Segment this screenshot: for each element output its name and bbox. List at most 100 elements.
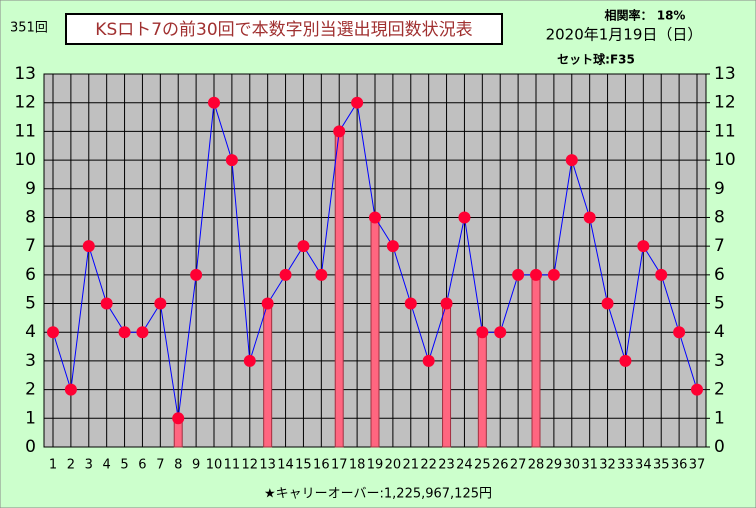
point (190, 268, 203, 281)
point (547, 268, 560, 281)
y2-tick-label: 7 (714, 236, 725, 256)
point (458, 211, 471, 224)
point (225, 154, 238, 167)
y2-tick-label: 1 (714, 408, 725, 428)
x-tick-label: 32 (599, 458, 616, 473)
draw-label: 351回 (10, 21, 48, 36)
point (297, 240, 310, 253)
point (494, 326, 507, 339)
y2-tick-label: 8 (714, 207, 725, 227)
x-tick-label: 29 (546, 458, 563, 473)
point (333, 125, 346, 138)
y-tick-label: 8 (25, 207, 36, 227)
x-tick-label: 35 (653, 458, 670, 473)
point (601, 297, 614, 310)
x-tick-label: 21 (403, 458, 420, 473)
point (315, 268, 328, 281)
point (422, 354, 435, 367)
bar (477, 331, 487, 448)
point (64, 383, 77, 396)
x-tick-label: 6 (138, 458, 146, 473)
x-tick-label: 26 (492, 458, 509, 473)
point (154, 297, 167, 310)
x-tick-label: 11 (224, 458, 241, 473)
x-tick-label: 5 (120, 458, 128, 473)
x-tick-label: 13 (259, 458, 276, 473)
x-tick-label: 16 (313, 458, 330, 473)
y2-tick-label: 12 (714, 93, 736, 113)
point (565, 154, 578, 167)
point (279, 268, 292, 281)
x-tick-label: 33 (617, 458, 634, 473)
y2-tick-label: 9 (714, 179, 725, 199)
y-tick-label: 3 (25, 351, 36, 371)
y-tick-label: 2 (25, 380, 36, 400)
x-tick-label: 37 (689, 458, 706, 473)
date: 2020年1月19日（日） (546, 26, 703, 44)
x-tick-label: 10 (206, 458, 223, 473)
x-tick-label: 22 (420, 458, 437, 473)
point (691, 383, 703, 396)
x-tick-label: 12 (242, 458, 259, 473)
point (440, 297, 453, 310)
point (243, 354, 256, 367)
correlation: 相関率： 18% (605, 8, 686, 23)
x-tick-label: 1 (49, 458, 57, 473)
x-tick-label: 30 (564, 458, 581, 473)
y-tick-label: 12 (14, 93, 36, 113)
bar (442, 303, 452, 448)
x-tick-label: 19 (367, 458, 384, 473)
y-tick-label: 13 (14, 64, 36, 84)
point (100, 297, 113, 310)
point (172, 412, 185, 425)
y-tick-label: 0 (25, 437, 36, 457)
x-tick-label: 14 (277, 458, 294, 473)
point (476, 326, 489, 339)
y2-tick-label: 10 (714, 150, 736, 170)
title-box (65, 13, 503, 45)
point (619, 354, 632, 367)
point (655, 268, 668, 281)
point (208, 96, 220, 109)
y-tick-label: 6 (25, 265, 36, 285)
x-tick-label: 15 (295, 458, 312, 473)
point (369, 211, 381, 224)
x-tick-label: 25 (474, 458, 491, 473)
y-tick-label: 1 (25, 408, 36, 428)
x-tick-label: 2 (67, 458, 75, 473)
x-tick-label: 36 (671, 458, 688, 473)
point (261, 297, 274, 310)
y2-tick-label: 5 (714, 294, 725, 314)
point (637, 240, 650, 253)
y-tick-label: 7 (25, 236, 36, 256)
y-tick-label: 9 (25, 179, 36, 199)
point (673, 326, 686, 339)
point (583, 211, 596, 224)
y2-tick-label: 2 (714, 380, 725, 400)
point (351, 96, 364, 109)
y-tick-label: 11 (14, 121, 36, 141)
point (530, 268, 542, 281)
point (82, 240, 95, 253)
y-tick-label: 4 (25, 322, 36, 342)
x-tick-label: 17 (331, 458, 348, 473)
x-tick-label: 28 (528, 458, 545, 473)
x-tick-label: 23 (438, 458, 455, 473)
bar (370, 216, 380, 448)
y2-tick-label: 3 (714, 351, 725, 371)
point (136, 326, 149, 339)
x-tick-label: 31 (581, 458, 598, 473)
x-tick-label: 34 (635, 458, 652, 473)
point (386, 240, 399, 253)
x-tick-label: 8 (174, 458, 182, 473)
chart-title: KSロト7の前30回で本数字別当選出現回数状況表 (95, 20, 472, 40)
y2-tick-label: 4 (714, 322, 725, 342)
y2-tick-label: 0 (714, 437, 725, 457)
x-tick-label: 7 (156, 458, 164, 473)
carryover: ★キャリーオーバー:1,225,967,125円 (264, 487, 492, 502)
point (47, 326, 59, 339)
x-tick-label: 27 (510, 458, 527, 473)
bar (334, 130, 344, 448)
y2-tick-label: 11 (714, 121, 736, 141)
point (404, 297, 417, 310)
